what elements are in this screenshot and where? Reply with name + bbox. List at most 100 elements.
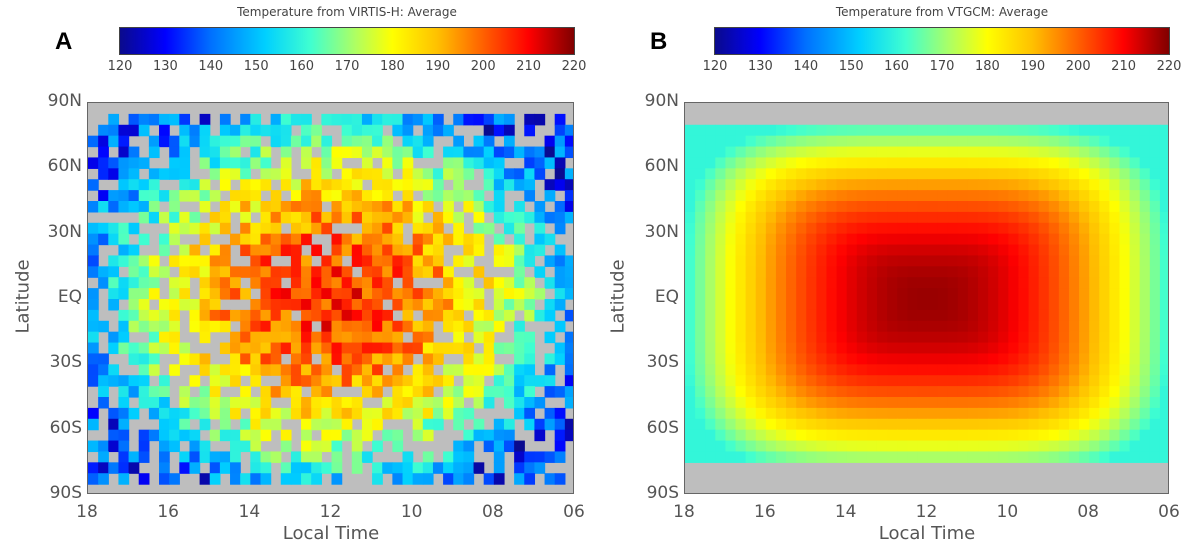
heatmap-cell <box>1038 429 1050 442</box>
heatmap-cell <box>796 201 807 213</box>
heatmap-cell <box>1119 429 1131 442</box>
heatmap-cell <box>290 201 302 213</box>
heatmap-cell <box>240 124 251 137</box>
heatmap-cell <box>1058 309 1070 322</box>
heatmap-cell <box>1079 124 1090 137</box>
heatmap-cell <box>957 124 969 137</box>
heatmap-cell <box>775 277 787 289</box>
x-axis-label: Local Time <box>282 523 380 544</box>
heatmap-cell <box>402 146 414 159</box>
heatmap-cell <box>1159 244 1168 257</box>
heatmap-cell <box>564 146 573 159</box>
heatmap-cell <box>705 146 716 159</box>
heatmap-cell <box>392 266 404 278</box>
heatmap-cell <box>382 266 393 278</box>
heatmap-cell <box>564 386 573 398</box>
heatmap-cell <box>219 255 231 267</box>
heatmap-cell <box>1028 157 1040 169</box>
heatmap-cell <box>998 407 1009 420</box>
heatmap-cell <box>311 364 322 376</box>
heatmap-cell <box>412 473 424 485</box>
heatmap-cell <box>978 288 989 300</box>
heatmap-cell <box>1129 288 1141 300</box>
heatmap-cell <box>775 190 787 202</box>
heatmap-cell <box>1018 451 1030 463</box>
y-tick-label: 90N <box>644 91 679 111</box>
heatmap-cell <box>745 331 757 344</box>
heatmap-cell <box>1008 222 1020 235</box>
heatmap-cell <box>159 190 170 202</box>
heatmap-cell <box>432 124 444 137</box>
heatmap-cell <box>745 277 757 289</box>
heatmap-cell <box>937 309 949 322</box>
heatmap-cell <box>1119 451 1131 463</box>
heatmap-cell <box>856 266 868 278</box>
heatmap-cell <box>382 331 393 344</box>
heatmap-cell <box>967 266 979 278</box>
heatmap-cell <box>1008 201 1020 213</box>
heatmap-cell <box>1139 364 1151 376</box>
heatmap-cell <box>725 233 737 246</box>
heatmap-cell <box>118 309 130 322</box>
heatmap-cell <box>998 331 1009 344</box>
heatmap-cell <box>148 135 160 148</box>
heatmap-cell <box>372 288 383 300</box>
heatmap-cell <box>199 353 211 365</box>
heatmap-cell <box>148 211 160 224</box>
heatmap-cell <box>463 113 475 126</box>
heatmap-cell <box>351 375 363 387</box>
heatmap-cell <box>453 397 464 409</box>
heatmap-cell <box>887 277 898 289</box>
heatmap-cell <box>1048 211 1060 224</box>
heatmap-cell <box>745 233 757 246</box>
y-tick-label: 30S <box>646 352 679 373</box>
heatmap-cell <box>836 146 848 159</box>
heatmap-cell <box>301 255 312 267</box>
heatmap-cell <box>402 309 414 322</box>
heatmap-cell <box>1028 233 1040 246</box>
heatmap-cell <box>128 266 140 278</box>
heatmap-cell <box>917 157 929 169</box>
heatmap-cell <box>118 407 130 420</box>
heatmap-cell <box>897 157 908 169</box>
heatmap-cell <box>957 397 969 409</box>
heatmap-cell <box>846 255 858 267</box>
heatmap-cell <box>554 429 566 442</box>
heatmap-cell <box>564 418 573 431</box>
heatmap-cell <box>1099 201 1110 213</box>
heatmap-cell <box>836 375 848 387</box>
heatmap-cell <box>836 353 848 365</box>
heatmap-cell <box>1089 353 1100 365</box>
heatmap-cell <box>715 440 727 453</box>
heatmap-cell <box>745 320 757 333</box>
heatmap-cell <box>937 244 949 257</box>
heatmap-cell <box>402 157 414 169</box>
heatmap-cell <box>169 429 180 442</box>
heatmap-cell <box>705 244 716 257</box>
heatmap-cell <box>957 342 969 355</box>
heatmap-cell <box>786 299 797 311</box>
heatmap-cell <box>735 331 747 344</box>
heatmap-cell <box>1018 179 1030 191</box>
heatmap-cell <box>564 429 573 442</box>
heatmap-cell <box>978 331 989 344</box>
heatmap-cell <box>270 331 282 344</box>
heatmap-cell <box>1048 124 1060 137</box>
heatmap-cell <box>1028 364 1040 376</box>
heatmap-cell <box>907 190 918 202</box>
heatmap-cell <box>1079 179 1090 191</box>
heatmap-cell <box>554 386 566 398</box>
heatmap-cell <box>1139 190 1151 202</box>
heatmap-cell <box>1129 364 1141 376</box>
heatmap-cell <box>1149 124 1161 137</box>
heatmap-cell <box>967 429 979 442</box>
heatmap-cell <box>382 244 393 257</box>
heatmap-cell <box>534 462 546 474</box>
heatmap-cell <box>695 190 706 202</box>
heatmap-cell <box>1139 320 1151 333</box>
heatmap-cell <box>695 255 706 267</box>
heatmap-cell <box>1139 179 1151 191</box>
heatmap-cell <box>443 233 454 246</box>
heatmap-cell <box>189 407 201 420</box>
heatmap-cell <box>826 440 838 453</box>
